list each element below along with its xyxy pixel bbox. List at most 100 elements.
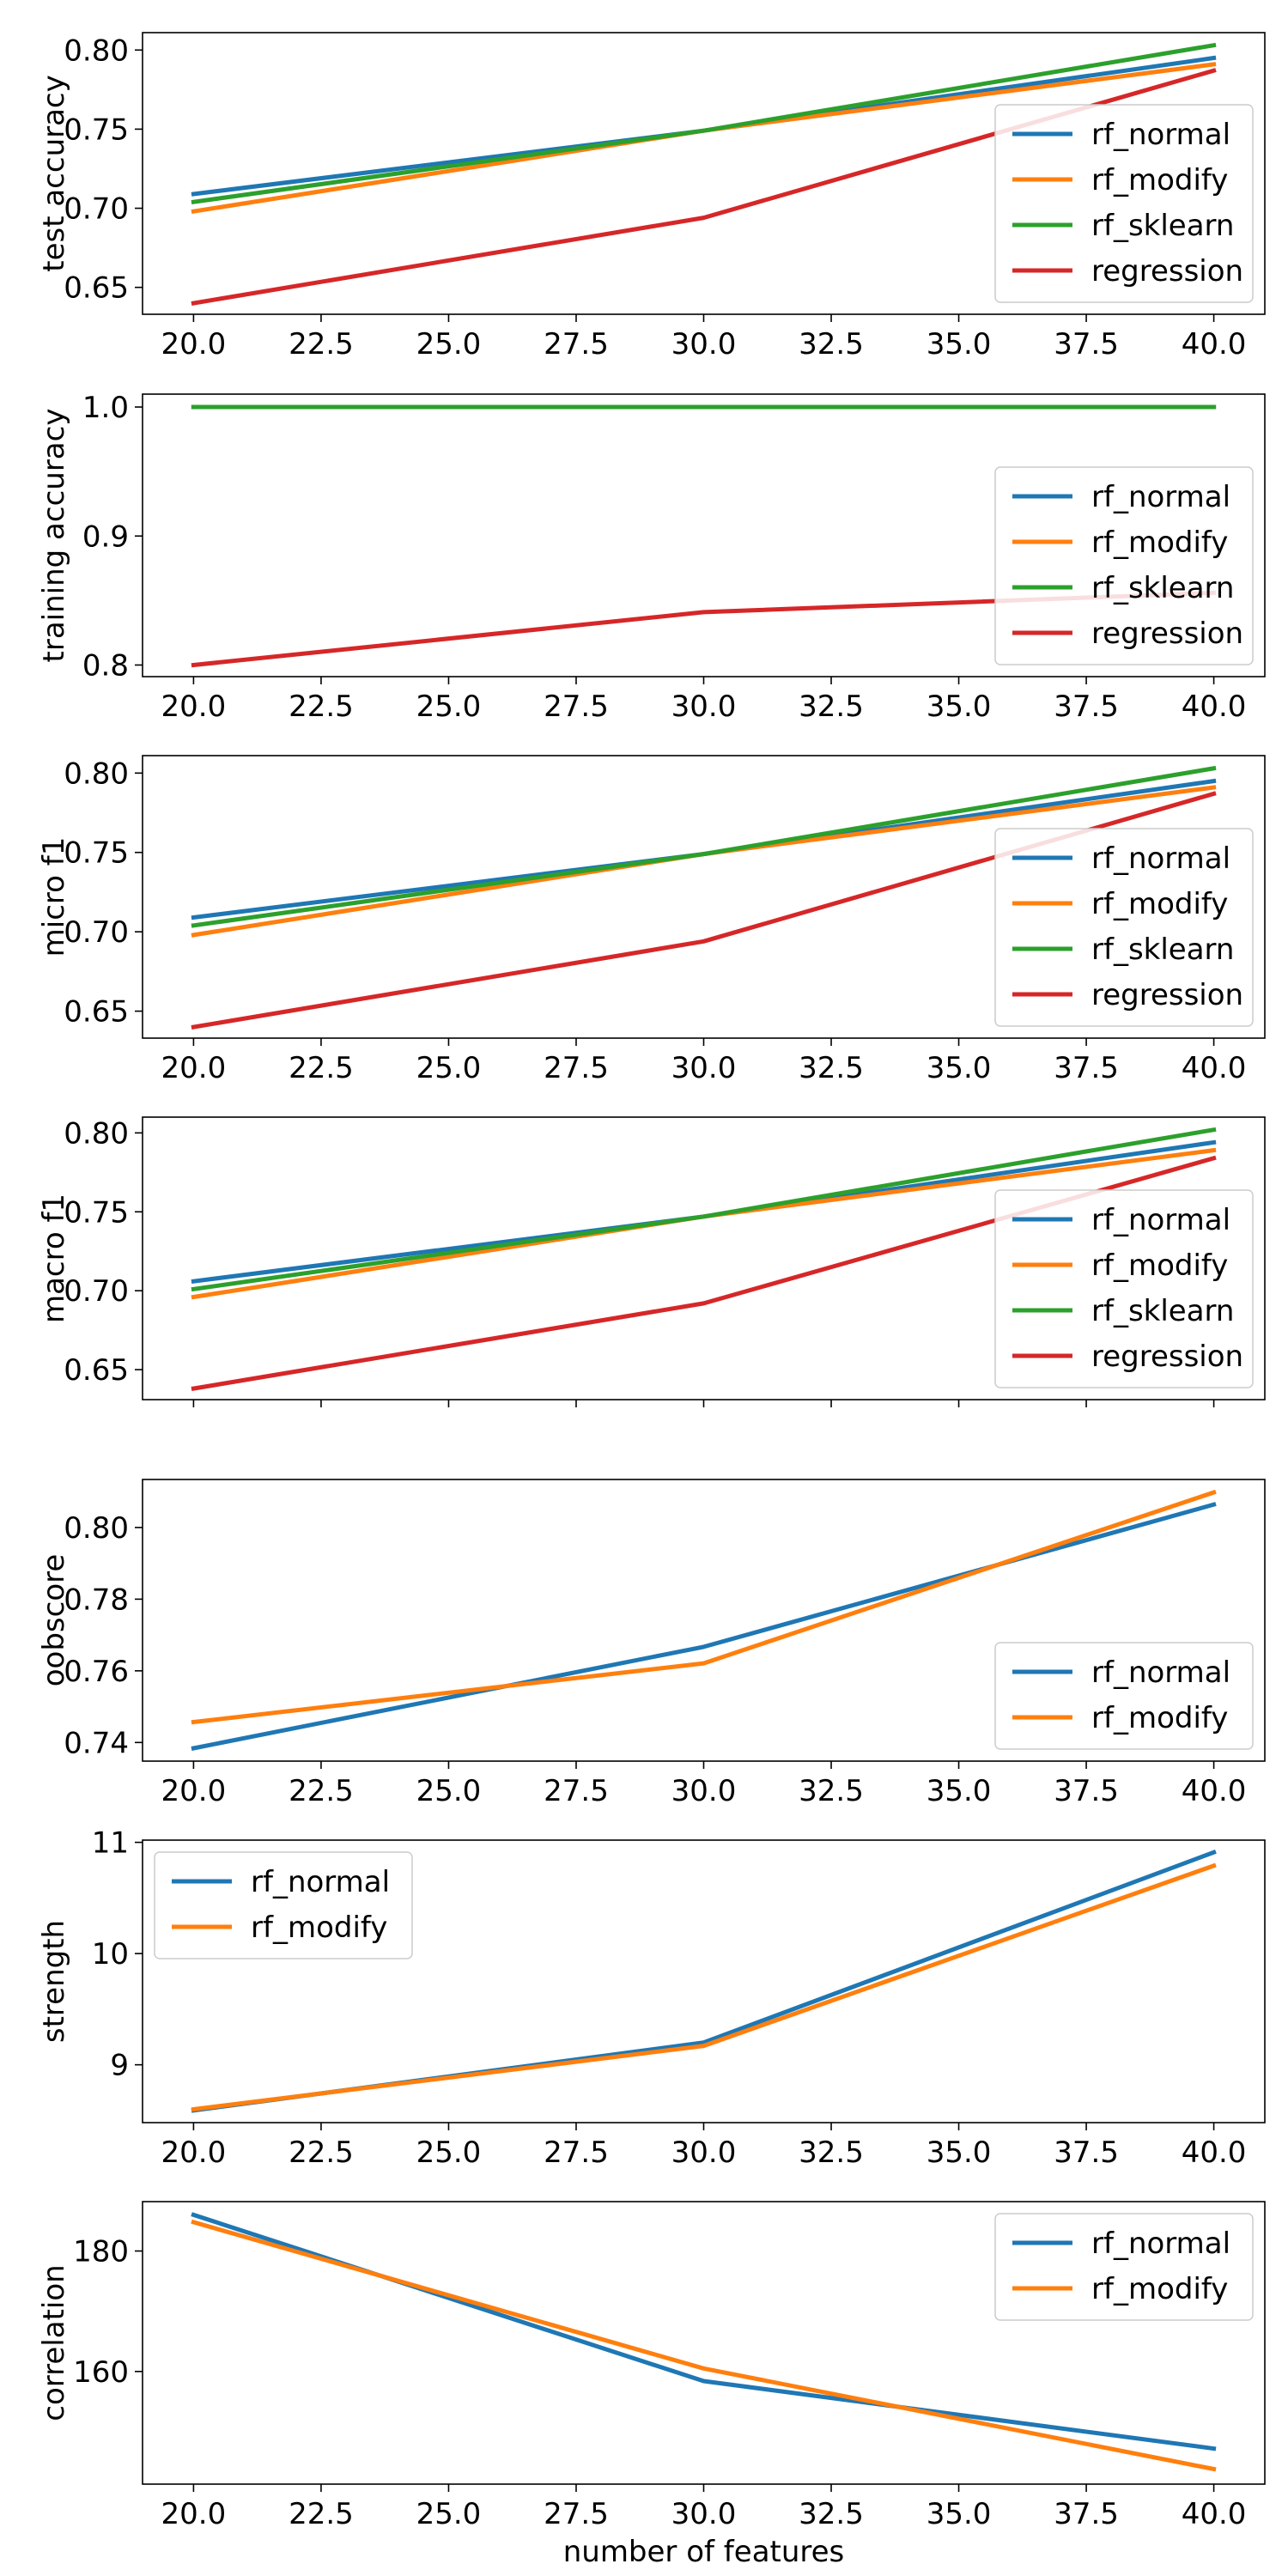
chart-panel-4: 0.65 0.70 0.75 0.80 macro f1 rf_normal rf_modi… — [37, 1116, 1266, 1407]
x-tick-label: 27.5 — [544, 690, 609, 724]
legend-label: rf_normal — [1091, 2227, 1230, 2261]
x-tick-label: 30.0 — [671, 2497, 737, 2531]
x-tick-label: 37.5 — [1054, 2497, 1119, 2531]
y-tick-label: 0.65 — [64, 995, 129, 1030]
x-tick-label: 30.0 — [671, 690, 737, 724]
x-tick-label: 32.5 — [799, 2136, 864, 2170]
y-tick-label: 0.8 — [82, 648, 129, 683]
y-tick-label: 0.74 — [64, 1726, 129, 1760]
x-tick-label: 40.0 — [1182, 690, 1247, 724]
x-tick-label: 20.0 — [161, 1051, 227, 1085]
x-tick-label: 40.0 — [1182, 327, 1247, 361]
x-tick-label: 40.0 — [1182, 1774, 1247, 1808]
chart-panel-5: 0.74 0.76 0.78 0.80 20.0 22.5 25.0 27.5 30.0 32.5… — [37, 1479, 1266, 1808]
x-tick-label: 25.0 — [416, 2136, 482, 2170]
x-tick-label: 25.0 — [416, 690, 482, 724]
y-tick-label: 0.78 — [64, 1583, 129, 1617]
x-tick-label: 30.0 — [671, 327, 737, 361]
y-axis-label: strength — [37, 1920, 71, 2043]
legend-box — [994, 104, 1254, 303]
y-tick-label: 0.70 — [64, 192, 129, 227]
x-tick-label: 22.5 — [289, 2497, 354, 2531]
legend-label: regression — [1091, 1340, 1243, 1374]
x-tick-label: 35.0 — [927, 2136, 992, 2170]
x-tick-label: 40.0 — [1182, 2136, 1247, 2170]
y-tick-label: 0.80 — [64, 1511, 129, 1546]
y-tick-label: 1.0 — [82, 391, 129, 425]
legend-box — [994, 1189, 1254, 1388]
y-tick-label: 0.75 — [64, 112, 129, 147]
legend-box — [994, 1642, 1254, 1750]
legend-label: rf_sklearn — [1091, 209, 1234, 243]
y-tick-label: 0.80 — [64, 756, 129, 791]
series-line-rf-modify — [191, 1489, 1217, 1725]
chart-panel-2: 0.8 0.9 1.0 20.0 22.5 25.0 27.5 30.0 32.5 35.0 37.… — [37, 391, 1266, 724]
legend-label: regression — [1091, 254, 1243, 289]
legend-label: rf_sklearn — [1091, 571, 1234, 605]
legend-label: rf_modify — [1091, 1701, 1228, 1735]
legend-label: rf_sklearn — [1091, 933, 1234, 967]
y-tick-label: 160 — [73, 2355, 129, 2390]
y-tick-label: 11 — [92, 1826, 129, 1861]
y-axis-label: micro f1 — [37, 837, 71, 957]
legend-label: rf_modify — [1091, 163, 1228, 197]
y-tick-label: 0.76 — [64, 1655, 129, 1689]
series-line-rf-modify — [191, 2219, 1217, 2472]
legend-label: rf_normal — [1091, 1203, 1230, 1237]
x-tick-label: 37.5 — [1054, 1774, 1119, 1808]
chart-panel-7: 160 180 20.0 22.5 25.0 27.5 30.0 32.5 35.0 37.5 40… — [37, 2201, 1266, 2569]
y-axis-label: training accuracy — [37, 409, 71, 663]
x-tick-label: 22.5 — [289, 1051, 354, 1085]
legend-label: regression — [1091, 978, 1243, 1012]
legend-label: rf_modify — [1091, 526, 1228, 560]
x-tick-label: 37.5 — [1054, 327, 1119, 361]
legend-label: rf_normal — [1091, 118, 1230, 152]
x-tick-label: 35.0 — [927, 1051, 992, 1085]
x-tick-label: 32.5 — [799, 1051, 864, 1085]
x-tick-label: 20.0 — [161, 690, 227, 724]
y-axis-label: correlation — [37, 2264, 71, 2421]
legend: rf_normal rf_modify rf_sklearn regression — [994, 1189, 1254, 1388]
x-tick-label: 37.5 — [1054, 2136, 1119, 2170]
x-tick-label: 30.0 — [671, 1774, 737, 1808]
legend: rf_normal rf_modify — [154, 1851, 413, 1959]
x-tick-label: 35.0 — [927, 1774, 992, 1808]
x-tick-label: 35.0 — [927, 690, 992, 724]
x-tick-label: 20.0 — [161, 1774, 227, 1808]
y-tick-label: 0.70 — [64, 915, 129, 950]
legend-label: rf_modify — [1091, 887, 1228, 921]
series-line-rf-modify — [191, 1862, 1217, 2112]
chart-panel-6: 9 10 11 20.0 22.5 25.0 27.5 30.0 32.5 35.0 37.5 40.… — [37, 1826, 1266, 2170]
x-tick-label: 27.5 — [544, 2497, 609, 2531]
legend: rf_normal rf_modify rf_sklearn regression — [994, 466, 1254, 665]
x-tick-label: 22.5 — [289, 1774, 354, 1808]
y-tick-label: 0.80 — [64, 33, 129, 68]
x-tick-label: 27.5 — [544, 1051, 609, 1085]
x-tick-label: 40.0 — [1182, 1051, 1247, 1085]
x-tick-label: 27.5 — [544, 1774, 609, 1808]
legend-label: rf_normal — [1091, 1656, 1230, 1690]
y-tick-label: 0.75 — [64, 836, 129, 871]
x-tick-label: 25.0 — [416, 1774, 482, 1808]
x-tick-label: 37.5 — [1054, 690, 1119, 724]
x-tick-label: 32.5 — [799, 1774, 864, 1808]
legend-box — [994, 2213, 1254, 2321]
x-axis-label: number of features — [563, 2535, 845, 2569]
y-tick-label: 0.65 — [64, 1353, 129, 1388]
legend: rf_normal rf_modify rf_sklearn regression — [994, 828, 1254, 1027]
y-tick-label: 10 — [92, 1937, 129, 1971]
legend-label: rf_normal — [1091, 841, 1230, 876]
legend: rf_normal rf_modify rf_sklearn regression — [994, 104, 1254, 303]
x-tick-label: 25.0 — [416, 327, 482, 361]
chart-panel-3: 0.65 0.70 0.75 0.80 20.0 22.5 25.0 27.5 30.0 32.5… — [37, 755, 1266, 1085]
x-tick-label: 27.5 — [544, 327, 609, 361]
y-axis-label: test accuracy — [37, 75, 71, 272]
series-line-rf-sklearn — [191, 42, 1217, 205]
x-tick-label: 22.5 — [289, 327, 354, 361]
y-axis-label: macro f1 — [37, 1194, 71, 1323]
y-axis-label: oobscore — [37, 1554, 71, 1687]
y-tick-label: 9 — [110, 2049, 129, 2083]
legend-box — [994, 466, 1254, 665]
legend-label: rf_modify — [1091, 1249, 1228, 1283]
